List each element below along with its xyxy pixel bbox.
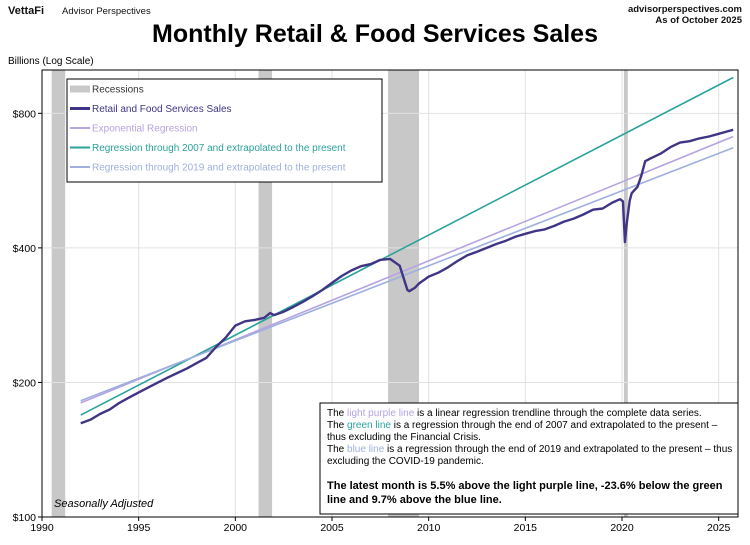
note-segment: is a regression through the end of 2007 … [391, 420, 718, 431]
note-segment: The [327, 408, 347, 419]
recession-band-3 [623, 70, 628, 517]
note-segment: is a regression through the end of 2019 … [384, 444, 732, 455]
plot-frame [41, 69, 739, 518]
recession-band-0 [51, 70, 66, 517]
y-tick-label-100: $100 [13, 512, 37, 524]
x-tick-label-2020: 2020 [610, 522, 634, 534]
note-segment: The [327, 420, 347, 431]
legend-label-0: Recessions [92, 85, 144, 96]
summary-line-1: line and 9.7% above the blue line. [327, 494, 502, 506]
note-segment: is a linear regression trendline through… [414, 408, 701, 419]
series-line-3 [80, 146, 734, 402]
site-info: advisorperspectives.com As of October 20… [628, 4, 742, 26]
note-segment: blue line [347, 444, 385, 455]
series-lines [80, 76, 734, 425]
legend-label-3: Regression through 2007 and extrapolated… [92, 143, 346, 154]
note-line-4: excluding the COVID-19 pandemic. [327, 456, 484, 467]
legend-label-2: Exponential Regression [92, 124, 198, 135]
note-segment: green line [347, 420, 391, 431]
seasonal-label: Seasonally Adjusted [54, 498, 154, 510]
x-tick-label-2010: 2010 [417, 522, 441, 534]
brand-subtitle: Advisor Perspectives [62, 6, 151, 17]
note-segment: light purple line [347, 408, 415, 419]
legend-box [66, 78, 383, 183]
note-segment: The [327, 444, 347, 455]
x-tick-label-2000: 2000 [224, 522, 248, 534]
brand-logo: VettaFi [8, 5, 45, 17]
note-line-1: The green line is a regression through t… [327, 420, 718, 431]
series-line-0 [80, 128, 734, 425]
y-tick-label-200: $200 [13, 377, 37, 389]
legend-label-1: Retail and Food Services Sales [92, 104, 232, 115]
note-box: The light purple line is a linear regres… [319, 402, 739, 515]
site-url[interactable]: advisorperspectives.com [627, 4, 742, 15]
note-line-2: thus excluding the Financial Crisis. [327, 432, 481, 443]
x-tick-label-2005: 2005 [320, 522, 344, 534]
summary-line-0: The latest month is 5.5% above the light… [327, 480, 723, 492]
y-tick-label-800: $800 [13, 108, 37, 120]
legend: Recessions Retail and Food Services Sales… [66, 78, 383, 183]
as-of-date: As of October 2025 [655, 15, 742, 26]
y-axis-label: Billions (Log Scale) [8, 56, 94, 67]
note-line-0: The light purple line is a linear regres… [327, 408, 702, 419]
chart-title: Monthly Retail & Food Services Sales [152, 20, 598, 48]
x-tick-label-2015: 2015 [514, 522, 538, 534]
y-tick-label-400: $400 [13, 243, 37, 255]
note-line-3: The blue line is a regression through th… [327, 444, 732, 455]
legend-label-4: Regression through 2019 and extrapolated… [92, 163, 346, 174]
note-box-frame [319, 402, 739, 515]
x-tick-label-1990: 1990 [30, 522, 54, 534]
x-tick-label-2025: 2025 [707, 522, 731, 534]
axis-ticks: 1990 1995 2000 2005 2010 2015 2020 2025 $100 $200… [13, 108, 731, 534]
x-tick-label-1995: 1995 [127, 522, 151, 534]
note-segment: excluding the COVID-19 pandemic. [327, 456, 484, 467]
note-segment: thus excluding the Financial Crisis. [327, 432, 481, 443]
